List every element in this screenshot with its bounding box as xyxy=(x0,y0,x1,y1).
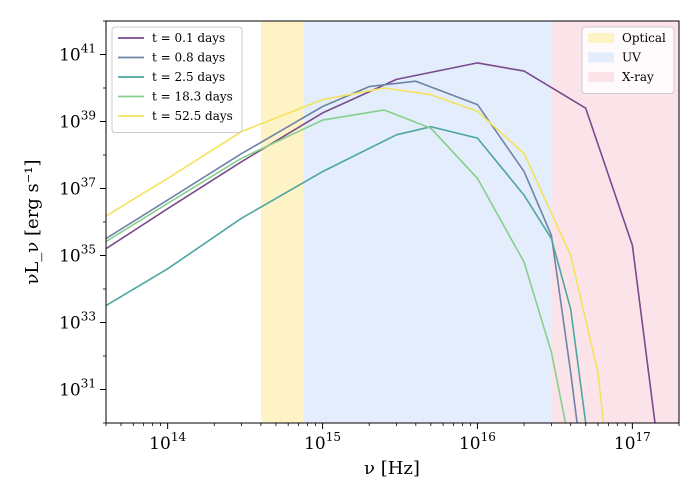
band-legend: Optical UV X-ray xyxy=(581,26,675,94)
x-tick-label: 1016 xyxy=(459,430,496,454)
x-tick-label: 1015 xyxy=(304,430,341,454)
series-line-t-0-8-days xyxy=(106,80,578,423)
x-axis-label: ν [Hz] xyxy=(364,458,420,479)
y-tick-label: 1033 xyxy=(59,310,96,334)
series-line-t-52-5-days xyxy=(106,87,605,423)
legend-label: t = 0.8 days xyxy=(152,51,225,65)
x-tick-label: 1014 xyxy=(149,430,186,454)
series-line-t-0-1-days xyxy=(106,62,656,423)
legend-frame xyxy=(111,26,243,133)
y-tick-label: 1041 xyxy=(59,42,96,66)
band-legend-label: X-ray xyxy=(622,70,654,84)
y-tick-label: 1035 xyxy=(59,243,96,267)
band-legend-swatch xyxy=(588,52,614,63)
legend-label: t = 18.3 days xyxy=(152,90,233,104)
band-legend-label: UV xyxy=(622,51,641,65)
band-legend-swatch xyxy=(588,72,614,82)
band-legend-label: Optical xyxy=(622,31,666,45)
legend-label: t = 52.5 days xyxy=(152,109,233,123)
legend-label: t = 0.1 days xyxy=(152,31,225,45)
y-axis-label: νL_ν [erg s⁻¹] xyxy=(22,159,43,284)
band-optical xyxy=(260,21,304,423)
x-tick-label: 1017 xyxy=(614,430,651,454)
series-line-t-2-5-days xyxy=(106,125,587,423)
series-line-t-18-3-days xyxy=(106,109,567,423)
band-uv xyxy=(303,21,552,423)
y-tick-label: 1031 xyxy=(59,377,96,401)
y-tick-label: 1039 xyxy=(59,109,96,133)
band-legend-swatch xyxy=(588,33,614,43)
series-legend: t = 0.1 days t = 0.8 days t = 2.5 days t = … xyxy=(111,26,243,133)
y-tick-label: 1037 xyxy=(59,176,96,200)
legend-label: t = 2.5 days xyxy=(152,70,225,84)
